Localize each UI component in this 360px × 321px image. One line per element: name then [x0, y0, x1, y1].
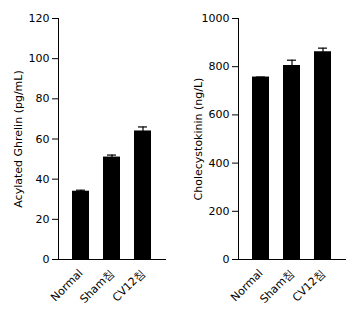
svg-text:400: 400	[209, 157, 230, 170]
svg-text:Normal: Normal	[48, 266, 86, 305]
svg-text:CV12침: CV12침	[110, 267, 148, 305]
svg-text:0: 0	[223, 253, 230, 266]
svg-text:20: 20	[36, 213, 50, 226]
svg-text:60: 60	[36, 133, 50, 146]
svg-text:200: 200	[209, 205, 230, 218]
svg-text:Normal: Normal	[228, 266, 266, 305]
svg-text:1000: 1000	[202, 12, 230, 25]
svg-text:Acylated Ghrelin (pg/mL): Acylated Ghrelin (pg/mL)	[12, 70, 25, 207]
svg-text:40: 40	[36, 173, 50, 186]
svg-text:CV12침: CV12침	[290, 267, 328, 305]
svg-text:800: 800	[209, 60, 230, 73]
svg-text:600: 600	[209, 108, 230, 121]
svg-text:Sham침: Sham침	[257, 267, 296, 306]
svg-text:80: 80	[36, 92, 50, 105]
svg-text:100: 100	[29, 52, 50, 65]
svg-text:Cholecystokinin (ng/L): Cholecystokinin (ng/L)	[192, 78, 205, 201]
svg-text:Sham침: Sham침	[77, 267, 116, 306]
svg-text:120: 120	[29, 12, 50, 25]
svg-text:0: 0	[43, 253, 50, 266]
